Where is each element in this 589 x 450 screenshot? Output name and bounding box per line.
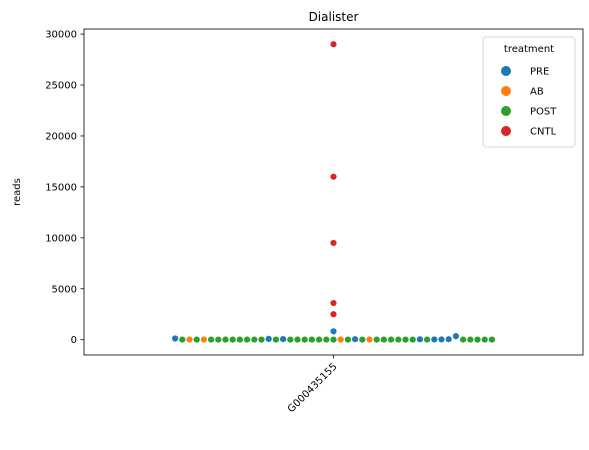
- legend-marker: [501, 126, 511, 136]
- data-point: [323, 336, 330, 343]
- y-tick-label: 15000: [45, 182, 77, 193]
- data-point: [280, 336, 287, 343]
- legend-marker: [501, 66, 511, 76]
- data-point: [330, 336, 337, 343]
- y-tick-label: 5000: [52, 284, 77, 295]
- data-point: [222, 336, 229, 343]
- data-point: [258, 336, 265, 343]
- data-point: [193, 336, 200, 343]
- data-point: [330, 328, 337, 335]
- data-point: [481, 336, 488, 343]
- data-point: [380, 336, 387, 343]
- y-tick-label: 20000: [45, 131, 77, 142]
- x-tick-label: G000435155: [286, 361, 340, 415]
- data-point: [337, 336, 344, 343]
- plot-area: [172, 41, 495, 343]
- data-point: [409, 336, 416, 343]
- data-point: [474, 336, 481, 343]
- data-point: [330, 173, 337, 180]
- data-point: [251, 336, 258, 343]
- data-point: [265, 335, 272, 343]
- data-point: [330, 299, 337, 307]
- data-point: [172, 335, 179, 342]
- legend-entry: CNTL: [530, 127, 557, 138]
- legend-box: [482, 36, 576, 148]
- data-point: [287, 336, 294, 343]
- data-point: [424, 336, 431, 343]
- y-axis-label: reads: [12, 178, 23, 206]
- chart-title: Dialister: [309, 10, 359, 24]
- data-point: [301, 336, 308, 343]
- data-point: [344, 336, 351, 343]
- data-point: [244, 336, 251, 343]
- data-point: [460, 336, 467, 343]
- data-point: [308, 336, 315, 343]
- data-point: [438, 336, 445, 343]
- data-point: [366, 336, 373, 343]
- legend: treatment PRE AB POST CNTL: [482, 36, 576, 148]
- data-point: [179, 336, 186, 343]
- data-point: [445, 336, 452, 343]
- legend-marker: [501, 86, 511, 96]
- data-point: [488, 336, 495, 343]
- data-point: [186, 336, 193, 343]
- data-point: [416, 336, 423, 343]
- data-point: [395, 336, 402, 343]
- y-tick-label: 10000: [45, 233, 77, 244]
- data-point: [467, 336, 474, 343]
- data-point: [208, 336, 215, 343]
- data-point: [330, 311, 337, 318]
- legend-marker: [501, 106, 511, 116]
- y-tick-label: 25000: [45, 81, 77, 92]
- data-point: [402, 336, 409, 343]
- data-point: [388, 336, 395, 343]
- data-point: [236, 336, 243, 343]
- data-point: [272, 336, 279, 343]
- data-point: [359, 336, 366, 343]
- y-tick-label: 30000: [45, 30, 77, 41]
- data-point: [215, 336, 222, 343]
- legend-title: treatment: [504, 44, 554, 55]
- data-point: [200, 336, 207, 343]
- data-point: [330, 239, 337, 247]
- data-point: [330, 41, 337, 48]
- legend-entry: AB: [530, 87, 544, 98]
- data-point: [229, 336, 236, 343]
- data-point: [373, 336, 380, 343]
- data-point: [294, 336, 301, 343]
- data-point: [452, 333, 459, 340]
- data-point: [352, 336, 359, 343]
- data-point: [316, 336, 323, 343]
- legend-entry: PRE: [530, 67, 549, 78]
- legend-entry: POST: [530, 107, 557, 118]
- data-point: [431, 336, 438, 343]
- y-tick-label: 0: [71, 335, 77, 346]
